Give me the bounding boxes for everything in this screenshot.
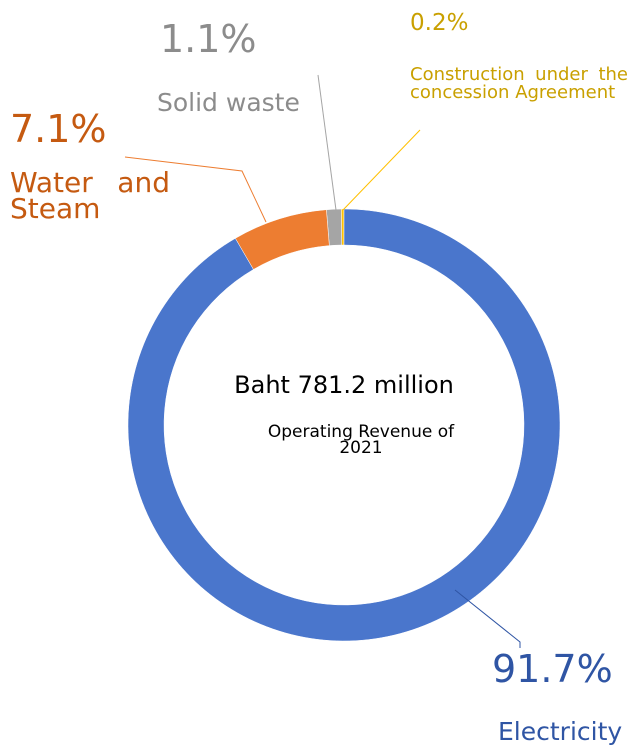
leader-line (317, 74, 337, 211)
category-label: Electricity (498, 717, 623, 746)
donut-slice (234, 209, 330, 270)
leader-line (342, 129, 421, 211)
center-title: Baht 781.2 million (234, 371, 454, 399)
category-label: Construction under the concession Agreem… (410, 64, 628, 103)
donut-slice (127, 208, 561, 642)
leader-line (454, 589, 521, 648)
value-label: 1.1% (160, 17, 257, 61)
leader-line (124, 156, 267, 223)
value-label: 0.2% (410, 10, 469, 36)
category-label: Water and Steam (10, 166, 170, 225)
category-label: Solid waste (157, 88, 300, 117)
value-label: 7.1% (10, 107, 107, 151)
value-label: 91.7% (492, 647, 613, 691)
donut-slice (326, 208, 342, 246)
center-subtitle: Operating Revenue of 2021 (267, 422, 455, 458)
